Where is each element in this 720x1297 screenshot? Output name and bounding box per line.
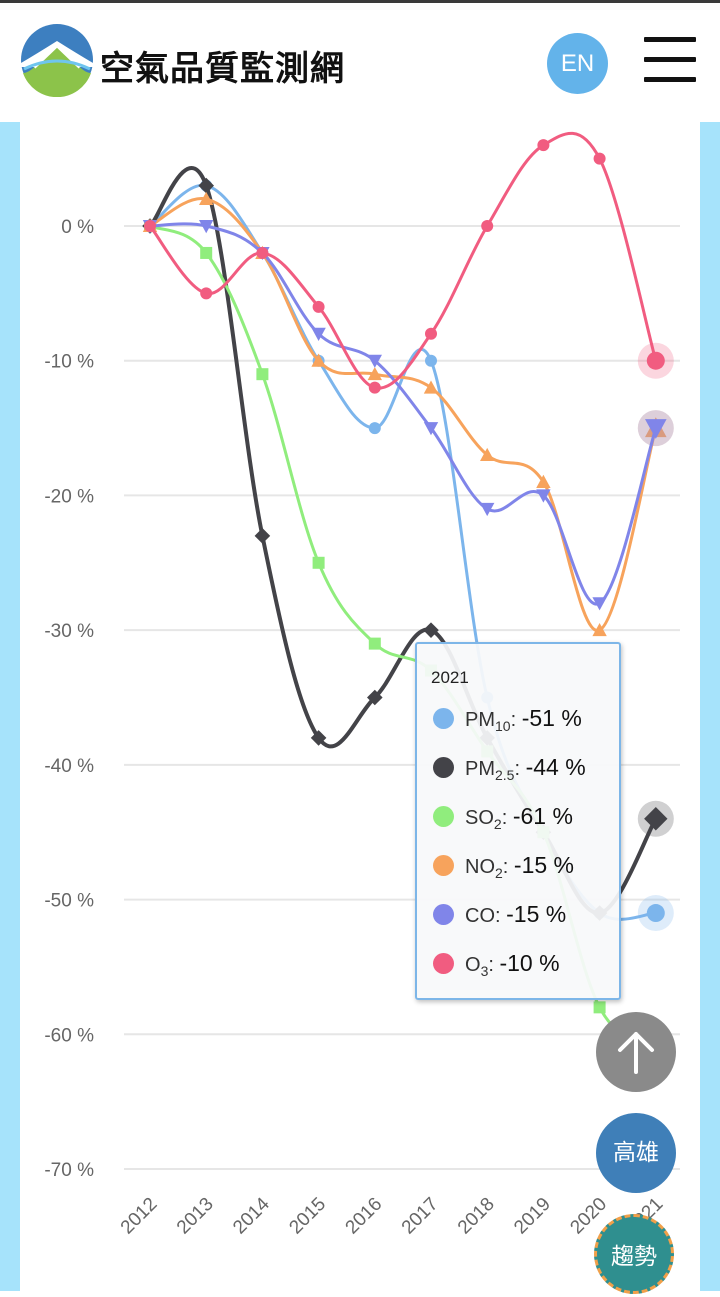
data-point[interactable] bbox=[536, 474, 551, 488]
data-point[interactable] bbox=[200, 246, 213, 259]
data-point[interactable] bbox=[368, 422, 381, 435]
tooltip-row-text: CO: -15 % bbox=[465, 900, 566, 930]
x-tick-label: 2017 bbox=[398, 1194, 443, 1239]
tooltip-row-text: SO2: -61 % bbox=[465, 802, 573, 832]
data-point[interactable] bbox=[367, 354, 382, 368]
left-side-panel bbox=[0, 122, 20, 1291]
scroll-to-top-button[interactable] bbox=[596, 1012, 676, 1092]
y-tick-label: -20 % bbox=[44, 486, 94, 507]
data-point[interactable] bbox=[423, 622, 439, 638]
x-tick-label: 2014 bbox=[229, 1193, 274, 1238]
city-button[interactable]: 高雄 bbox=[596, 1113, 676, 1193]
data-point[interactable] bbox=[144, 220, 156, 232]
data-point[interactable] bbox=[199, 220, 214, 234]
tooltip-series-label: O3: bbox=[465, 954, 500, 979]
site-title[interactable]: 空氣品質監測網 bbox=[100, 49, 345, 89]
tooltip-series-value: -15 % bbox=[506, 901, 567, 927]
data-point[interactable] bbox=[198, 177, 214, 194]
series-color-dot bbox=[433, 953, 454, 974]
arrow-up-icon bbox=[618, 1032, 654, 1074]
series-color-dot bbox=[433, 806, 454, 827]
data-point[interactable] bbox=[368, 637, 381, 650]
hamburger-menu-icon[interactable] bbox=[644, 37, 696, 83]
data-point[interactable] bbox=[645, 419, 667, 439]
data-point[interactable] bbox=[593, 1001, 606, 1014]
y-tick-label: 0 % bbox=[61, 217, 94, 238]
tooltip-row-text: PM2.5: -44 % bbox=[465, 753, 586, 783]
series-color-dot bbox=[433, 855, 454, 876]
x-tick-label: 2013 bbox=[173, 1194, 218, 1239]
data-point[interactable] bbox=[480, 447, 495, 462]
language-toggle-button[interactable]: EN bbox=[547, 33, 608, 94]
data-point[interactable] bbox=[644, 807, 668, 831]
data-point[interactable] bbox=[592, 622, 607, 637]
tooltip-series-value: -51 % bbox=[521, 705, 582, 731]
data-point[interactable] bbox=[423, 380, 439, 394]
y-tick-label: -60 % bbox=[44, 1025, 94, 1046]
data-point[interactable] bbox=[367, 689, 383, 706]
data-point[interactable] bbox=[200, 287, 213, 300]
data-point[interactable] bbox=[481, 220, 494, 232]
series-color-dot bbox=[433, 904, 454, 925]
tooltip-series-value: -61 % bbox=[512, 803, 573, 829]
tooltip-series-value: -44 % bbox=[525, 754, 586, 780]
data-point[interactable] bbox=[537, 139, 550, 152]
data-point[interactable] bbox=[199, 191, 214, 206]
tooltip-series-label: PM10: bbox=[465, 709, 522, 734]
tooltip-series-value: -10 % bbox=[499, 950, 560, 976]
series-color-dot bbox=[433, 708, 454, 729]
data-point[interactable] bbox=[311, 353, 326, 367]
data-point[interactable] bbox=[646, 351, 665, 370]
right-side-panel bbox=[700, 122, 720, 1291]
data-point[interactable] bbox=[256, 368, 269, 381]
chart-tooltip: 2021 PM10: -51 % PM2.5: -44 % SO2: -61 % NO… bbox=[415, 642, 621, 1000]
data-point[interactable] bbox=[256, 246, 269, 259]
data-point[interactable] bbox=[310, 730, 327, 746]
tooltip-row-text: O3: -10 % bbox=[465, 949, 560, 979]
y-tick-label: -10 % bbox=[44, 352, 94, 373]
data-point[interactable] bbox=[312, 300, 325, 313]
x-tick-label: 2016 bbox=[342, 1194, 387, 1239]
series-color-dot bbox=[433, 757, 454, 778]
tooltip-row-text: NO2: -15 % bbox=[465, 851, 574, 881]
site-header: 空氣品質監測網 EN bbox=[0, 3, 720, 122]
data-point[interactable] bbox=[425, 327, 437, 340]
status-bar-edge bbox=[0, 0, 720, 3]
y-tick-label: -70 % bbox=[44, 1160, 94, 1181]
tooltip-series-value: -15 % bbox=[513, 852, 575, 878]
data-point[interactable] bbox=[425, 354, 437, 367]
data-point[interactable] bbox=[423, 422, 439, 436]
y-tick-label: -40 % bbox=[44, 756, 94, 777]
tooltip-series-label: PM2.5: bbox=[465, 758, 526, 783]
data-point[interactable] bbox=[536, 489, 551, 503]
data-point[interactable] bbox=[593, 152, 606, 165]
y-tick-label: -50 % bbox=[44, 891, 94, 912]
trend-button[interactable]: 趨勢 bbox=[594, 1214, 674, 1294]
mountain-logo-icon[interactable] bbox=[20, 23, 94, 97]
data-point[interactable] bbox=[311, 327, 326, 341]
tooltip-title: 2021 bbox=[431, 668, 469, 687]
x-tick-label: 2019 bbox=[510, 1194, 555, 1239]
series-line-o3[interactable] bbox=[148, 131, 658, 390]
x-tick-label: 2012 bbox=[117, 1194, 162, 1239]
tooltip-row-text: PM10: -51 % bbox=[465, 704, 582, 734]
data-point[interactable] bbox=[646, 904, 665, 923]
data-point[interactable] bbox=[367, 366, 382, 381]
tooltip-series-label: SO2: bbox=[465, 807, 513, 832]
data-point[interactable] bbox=[254, 528, 271, 544]
x-tick-label: 2018 bbox=[454, 1194, 499, 1239]
tooltip-series-label: NO2: bbox=[465, 856, 514, 881]
y-tick-label: -30 % bbox=[44, 621, 94, 642]
data-point[interactable] bbox=[480, 502, 495, 517]
data-point[interactable] bbox=[592, 597, 607, 611]
series-line-no2[interactable] bbox=[149, 197, 658, 632]
data-point[interactable] bbox=[368, 381, 381, 394]
tooltip-series-label: CO: bbox=[465, 905, 507, 927]
data-point[interactable] bbox=[312, 556, 325, 569]
x-tick-label: 2015 bbox=[285, 1194, 330, 1239]
